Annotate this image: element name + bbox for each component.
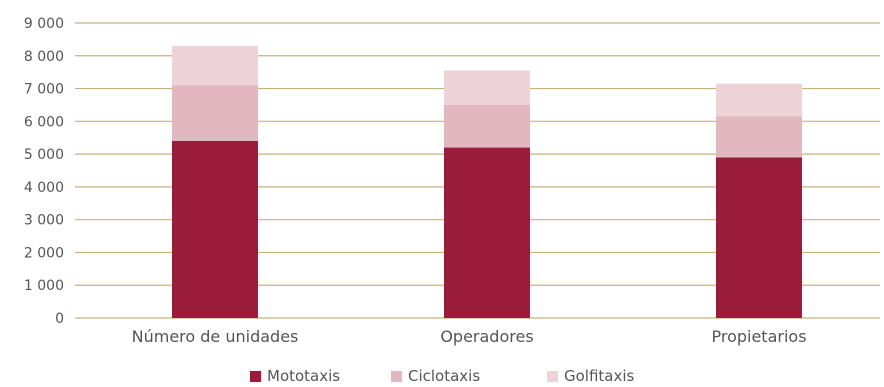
bar-ciclotaxis-1 [172, 85, 258, 141]
bar-golfitaxis-2 [444, 70, 530, 105]
legend-label-golfitaxis: Golfitaxis [564, 367, 635, 385]
legend: Mototaxis Ciclotaxis Golfitaxis [250, 367, 635, 385]
y-tick-label: 9 000 [24, 16, 64, 32]
x-category-label: Operadores [440, 327, 533, 346]
y-axis-ticks: 0 1 000 2 000 3 000 4 000 5 000 6 000 7 000 8 00… [24, 16, 64, 327]
bar-ciclotaxis-3 [716, 116, 802, 158]
y-tick-label: 3 000 [24, 213, 64, 229]
legend-swatch-mototaxis [250, 371, 261, 382]
y-tick-label: 8 000 [24, 49, 64, 65]
x-category-label: Propietarios [711, 327, 806, 346]
bar-golfitaxis-1 [172, 45, 258, 86]
legend-swatch-golfitaxis [547, 371, 558, 382]
legend-label-mototaxis: Mototaxis [267, 367, 340, 385]
y-tick-label: 2 000 [24, 245, 64, 261]
y-tick-label: 0 [55, 311, 64, 327]
y-tick-label: 5 000 [24, 147, 64, 163]
x-axis-labels: Número de unidades Operadores Propietarios [132, 327, 807, 346]
y-tick-label: 1 000 [24, 278, 64, 294]
bar-ciclotaxis-2 [444, 104, 530, 148]
bar-mototaxis-3 [716, 157, 802, 318]
legend-swatch-ciclotaxis [391, 371, 402, 382]
bars [172, 45, 802, 318]
y-tick-label: 7 000 [24, 82, 64, 98]
y-tick-label: 4 000 [24, 180, 64, 196]
bar-mototaxis-1 [172, 141, 258, 318]
x-category-label: Número de unidades [132, 327, 299, 346]
y-tick-label: 6 000 [24, 114, 64, 130]
legend-label-ciclotaxis: Ciclotaxis [408, 367, 480, 385]
bar-golfitaxis-3 [716, 83, 802, 117]
bar-mototaxis-2 [444, 147, 530, 318]
